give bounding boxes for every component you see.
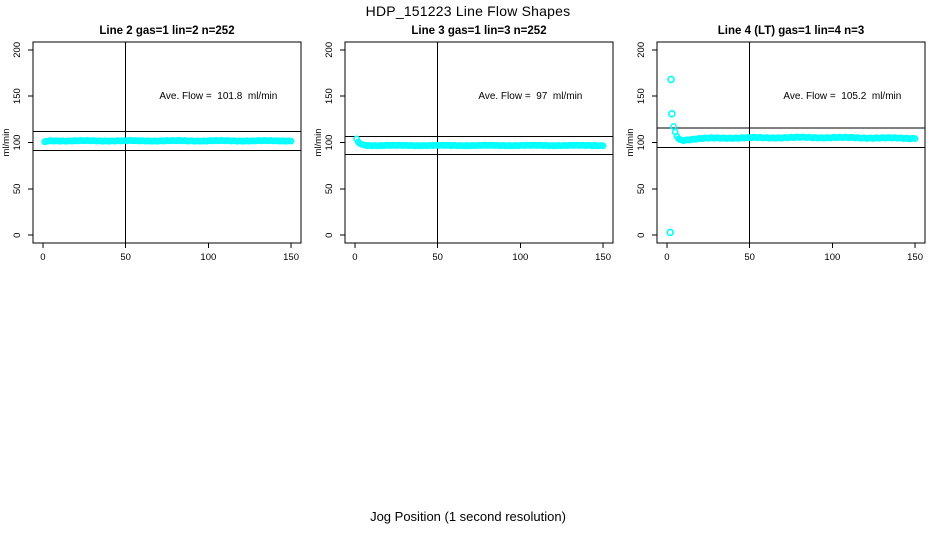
ave-flow-annotation: Ave. Flow = 105.2 ml/min xyxy=(783,91,901,102)
x-tick-label: 150 xyxy=(907,252,923,263)
outlier-point xyxy=(667,75,675,84)
y-axis-unit-label: ml/min xyxy=(313,129,324,157)
x-tick-label: 50 xyxy=(744,252,755,263)
plot-box xyxy=(656,41,926,244)
y-tick-label: 200 xyxy=(636,42,647,58)
x-tick-label: 50 xyxy=(432,252,443,263)
x-tick-label: 100 xyxy=(824,252,840,263)
plot-svg-line-3: 0 50 100 150 0 50 100 150 200 ml/min Line 3 gas=1 … xyxy=(313,25,614,263)
y-axis-unit-label: ml/min xyxy=(1,129,12,157)
subplot-title: Line 4 (LT) gas=1 lin=4 n=3 xyxy=(718,25,864,37)
data-point xyxy=(287,137,295,145)
y-tick-label: 50 xyxy=(324,184,335,195)
ave-flow-annotation: Ave. Flow = 101.8 ml/min xyxy=(159,91,277,102)
y-tick-label: 200 xyxy=(324,42,335,58)
y-tick-label: 0 xyxy=(12,233,23,238)
figure-title: HDP_151223 Line Flow Shapes xyxy=(365,3,571,19)
plot-svg-line-4: 0 50 100 150 0 50 100 150 200 ml/min Line 4 (LT) g… xyxy=(625,25,926,263)
ave-flow-annotation: Ave. Flow = 97 ml/min xyxy=(478,91,582,102)
data-point xyxy=(911,135,919,143)
panel-line-4: 0 50 100 150 0 50 100 150 200 ml/min Line 4 (LT) g… xyxy=(624,0,936,285)
x-tick-label: 100 xyxy=(200,252,216,263)
y-tick-label: 100 xyxy=(324,135,335,151)
y-tick-label: 100 xyxy=(12,135,23,151)
y-tick-label: 150 xyxy=(324,88,335,104)
x-tick-label: 100 xyxy=(512,252,528,263)
x-tick-label: 0 xyxy=(40,252,45,263)
data-point xyxy=(599,142,607,150)
y-tick-label: 0 xyxy=(636,233,647,238)
plot-svg-line-2: 0 50 100 150 0 50 100 150 200 ml/min Line 2 gas=1 … xyxy=(1,25,302,263)
y-tick-label: 50 xyxy=(12,184,23,195)
x-tick-label: 150 xyxy=(595,252,611,263)
y-tick-label: 150 xyxy=(636,88,647,104)
outlier-point xyxy=(666,228,675,237)
subplot-title: Line 2 gas=1 lin=2 n=252 xyxy=(99,25,234,37)
x-tick-label: 150 xyxy=(283,252,299,263)
y-tick-label: 150 xyxy=(12,88,23,104)
y-tick-label: 0 xyxy=(324,233,335,238)
y-tick-label: 200 xyxy=(12,42,23,58)
x-tick-label: 50 xyxy=(120,252,131,263)
data-point xyxy=(670,123,677,130)
x-axis-label: Jog Position (1 second resolution) xyxy=(370,509,566,524)
outlier-point xyxy=(668,109,676,118)
panel-line-3: 0 50 100 150 0 50 100 150 200 ml/min Line 3 gas=1 … xyxy=(312,0,624,285)
subplot-title: Line 3 gas=1 lin=3 n=252 xyxy=(411,25,546,37)
panel-line-2: 0 50 100 150 0 50 100 150 200 ml/min Line 2 gas=1 … xyxy=(0,0,312,285)
panels-row: 0 50 100 150 0 50 100 150 200 ml/min Line 2 gas=1 … xyxy=(0,0,936,285)
x-tick-label: 0 xyxy=(352,252,357,263)
y-axis-unit-label: ml/min xyxy=(625,129,636,157)
y-tick-label: 50 xyxy=(636,184,647,195)
x-tick-label: 0 xyxy=(664,252,669,263)
y-tick-label: 100 xyxy=(636,135,647,151)
